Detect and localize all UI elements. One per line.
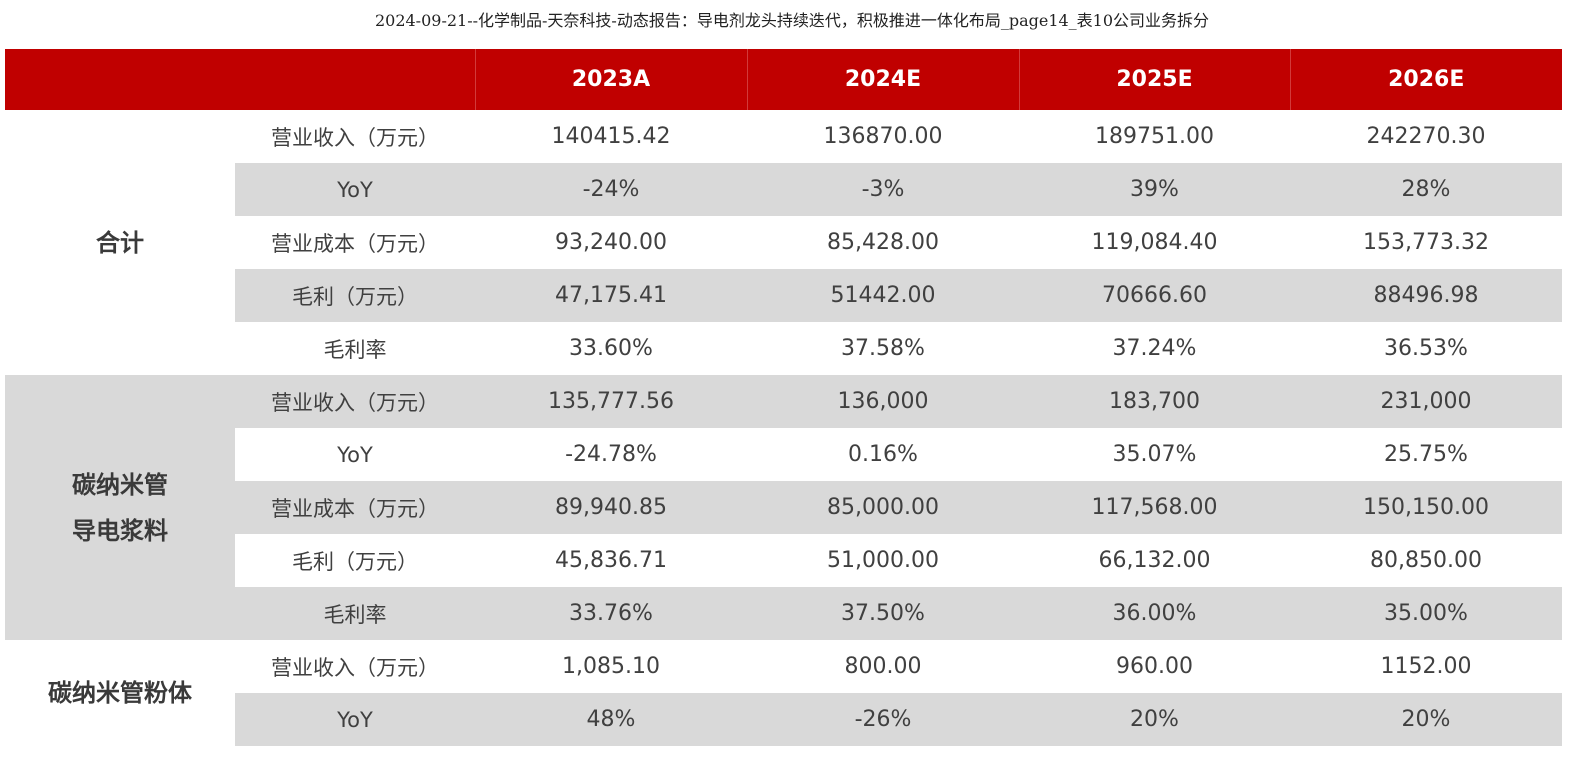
metric-label: YoY [235, 428, 475, 481]
value-cell: 35.07% [1019, 428, 1290, 481]
value-cell: 0.16% [747, 428, 1019, 481]
metric-label: 毛利率 [235, 322, 475, 375]
metric-label: 毛利（万元） [235, 269, 475, 322]
table-row: 营业成本（万元） 89,940.85 85,000.00 117,568.00 … [5, 481, 1562, 534]
value-cell: 20% [1019, 693, 1290, 746]
table-row: 碳纳米管 导电浆料 营业收入（万元） 135,777.56 136,000 18… [5, 375, 1562, 640]
header-year-2026e: 2026E [1289, 49, 1562, 110]
value-cell: 117,568.00 [1019, 481, 1290, 534]
metric-label: 毛利率 [235, 587, 475, 640]
value-cell: 1,085.10 [475, 640, 747, 693]
value-cell: 28% [1290, 163, 1562, 216]
value-cell: 89,940.85 [475, 481, 747, 534]
value-cell: 70666.60 [1019, 269, 1290, 322]
header-corner-cell [5, 49, 475, 110]
value-cell: 231,000 [1290, 375, 1562, 428]
table-row: 毛利（万元） 47,175.41 51442.00 70666.60 88496… [5, 269, 1562, 322]
value-cell: 66,132.00 [1019, 534, 1290, 587]
business-breakdown-table: 2023A 2024E 2025E 2026E 合计 营业收入（万元） 1404… [5, 49, 1562, 746]
value-cell: 25.75% [1290, 428, 1562, 481]
value-cell: 37.24% [1019, 322, 1290, 375]
document-title: 2024-09-21--化学制品-天奈科技-动态报告：导电剂龙头持续迭代，积极推… [374, 11, 1210, 30]
value-cell: 37.50% [747, 587, 1019, 640]
table-row: 碳纳米管粉体 营业收入（万元） 1,085.10 800.00 960.00 1… [5, 640, 1562, 746]
value-cell: 45,836.71 [475, 534, 747, 587]
value-cell: -24.78% [475, 428, 747, 481]
value-cell: 37.58% [747, 322, 1019, 375]
value-cell: 183,700 [1019, 375, 1290, 428]
value-cell: 48% [475, 693, 747, 746]
value-cell: -3% [747, 163, 1019, 216]
value-cell: 93,240.00 [475, 216, 747, 269]
value-cell: 150,150.00 [1290, 481, 1562, 534]
group-label-cnt-powder: 碳纳米管粉体 [5, 640, 235, 746]
header-year-2024e: 2024E [746, 49, 1019, 110]
header-year-2023a: 2023A [474, 49, 747, 110]
table-header-row: 2023A 2024E 2025E 2026E [5, 49, 1562, 110]
value-cell: 242270.30 [1290, 110, 1562, 163]
value-cell: 51,000.00 [747, 534, 1019, 587]
group-label-total: 合计 [5, 110, 235, 375]
value-cell: 51442.00 [747, 269, 1019, 322]
value-cell: 960.00 [1019, 640, 1290, 693]
value-cell: 135,777.56 [475, 375, 747, 428]
value-cell: 136,000 [747, 375, 1019, 428]
value-cell: 80,850.00 [1290, 534, 1562, 587]
table-row: 合计 营业收入（万元） 140415.42 136870.00 189751.0… [5, 110, 1562, 375]
value-cell: 35.00% [1290, 587, 1562, 640]
table-row: YoY -24.78% 0.16% 35.07% 25.75% [5, 428, 1562, 481]
value-cell: 39% [1019, 163, 1290, 216]
value-cell: 36.00% [1019, 587, 1290, 640]
value-cell: 153,773.32 [1290, 216, 1562, 269]
metric-label: YoY [235, 693, 475, 746]
value-cell: 140415.42 [475, 110, 747, 163]
value-cell: -26% [747, 693, 1019, 746]
table-row: 毛利（万元） 45,836.71 51,000.00 66,132.00 80,… [5, 534, 1562, 587]
table-row: 营业成本（万元） 93,240.00 85,428.00 119,084.40 … [5, 216, 1562, 269]
metric-label: 营业成本（万元） [235, 481, 475, 534]
metric-label: 营业收入（万元） [235, 110, 475, 163]
group-label-line: 合计 [96, 228, 144, 257]
metric-label: YoY [235, 163, 475, 216]
group-label-line: 碳纳米管粉体 [48, 679, 192, 707]
value-cell: 33.60% [475, 322, 747, 375]
value-cell: 136870.00 [747, 110, 1019, 163]
value-cell: 800.00 [747, 640, 1019, 693]
value-cell: 36.53% [1290, 322, 1562, 375]
value-cell: 85,428.00 [747, 216, 1019, 269]
value-cell: 85,000.00 [747, 481, 1019, 534]
metric-label: 营业收入（万元） [235, 640, 475, 693]
metric-label: 毛利（万元） [235, 534, 475, 587]
value-cell: 189751.00 [1019, 110, 1290, 163]
group-label-cnt-paste: 碳纳米管 导电浆料 [5, 375, 235, 640]
value-cell: 47,175.41 [475, 269, 747, 322]
metric-label: 营业收入（万元） [235, 375, 475, 428]
header-year-2025e: 2025E [1018, 49, 1290, 110]
value-cell: 1152.00 [1290, 640, 1562, 693]
value-cell: 33.76% [475, 587, 747, 640]
value-cell: 20% [1290, 693, 1562, 746]
value-cell: 88496.98 [1290, 269, 1562, 322]
group-label-line: 碳纳米管 [72, 470, 168, 499]
table-row: YoY 48% -26% 20% 20% [5, 693, 1562, 746]
table-row: 毛利率 33.76% 37.50% 36.00% 35.00% [5, 587, 1562, 640]
group-label-line: 导电浆料 [72, 516, 168, 545]
table-row: 毛利率 33.60% 37.58% 37.24% 36.53% [5, 322, 1562, 375]
metric-label: 营业成本（万元） [235, 216, 475, 269]
value-cell: 119,084.40 [1019, 216, 1290, 269]
table-row: YoY -24% -3% 39% 28% [5, 163, 1562, 216]
value-cell: -24% [475, 163, 747, 216]
